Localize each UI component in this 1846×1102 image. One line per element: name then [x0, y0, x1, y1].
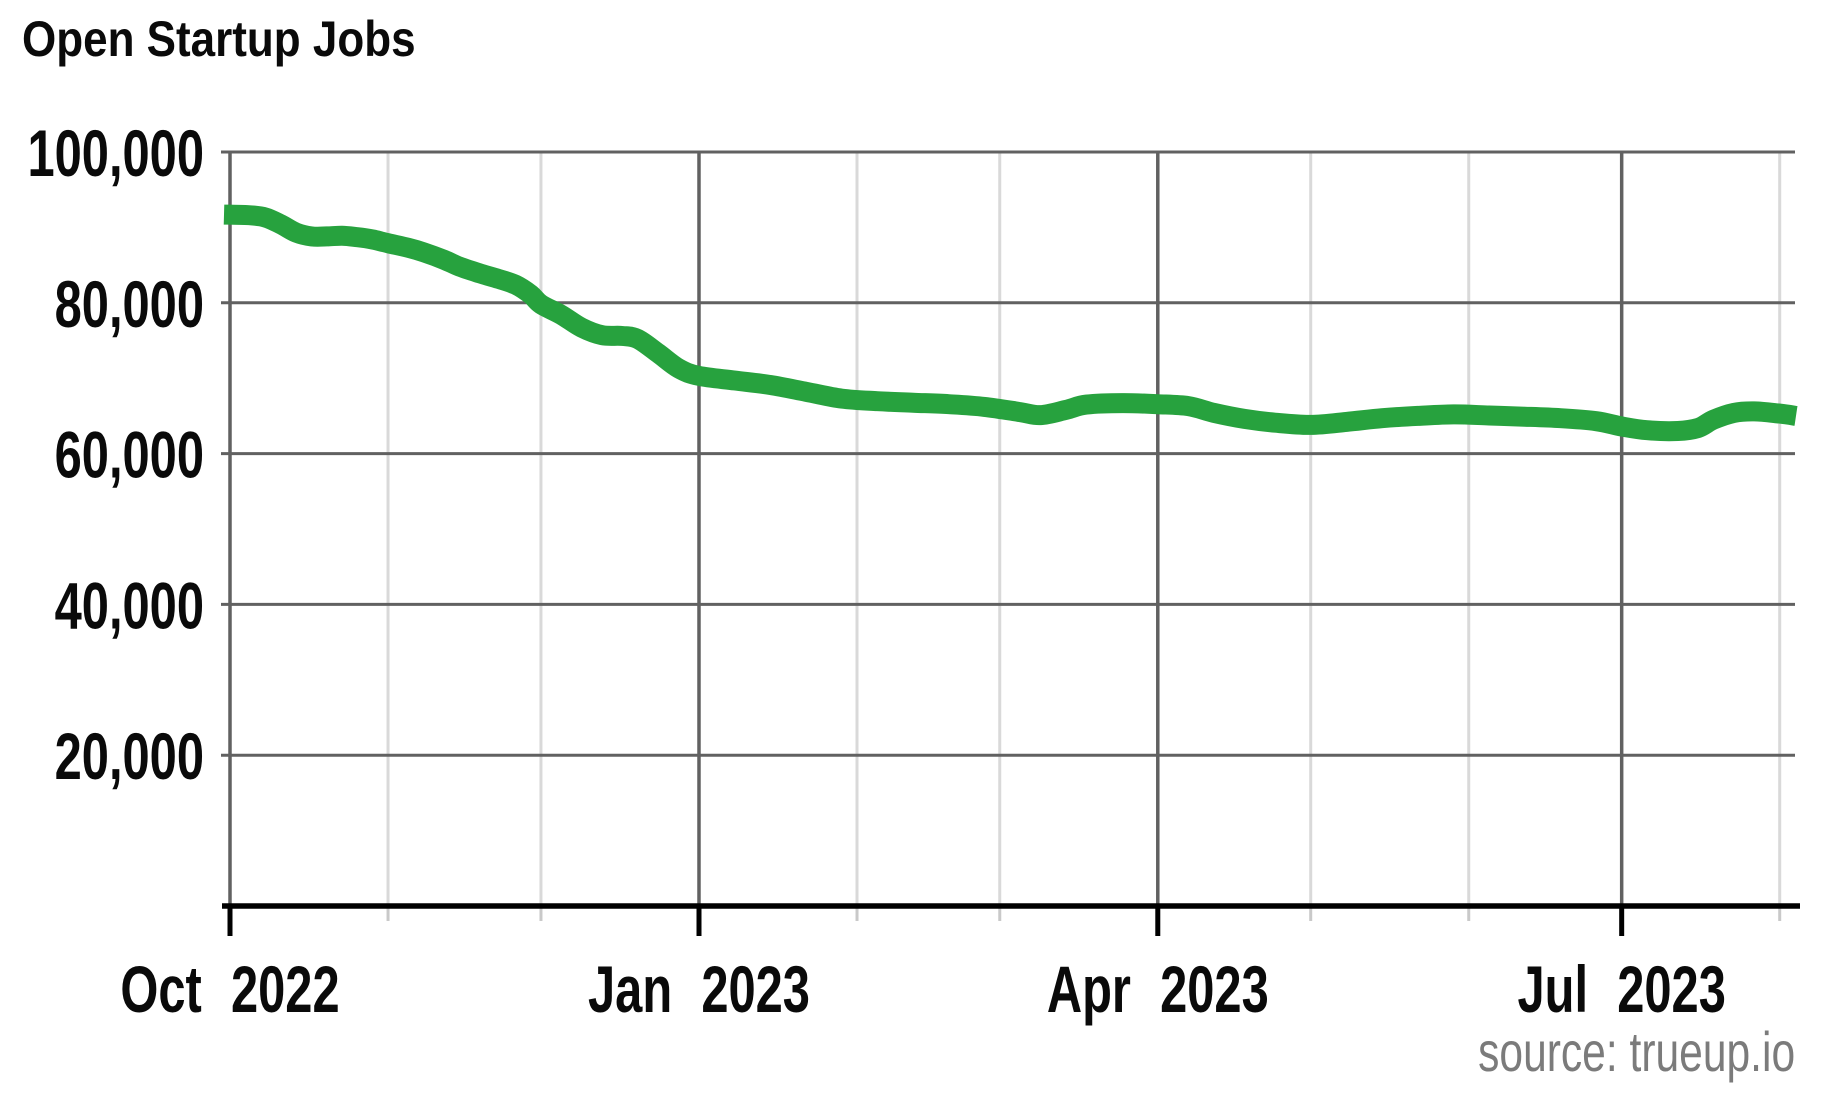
jobs-trend-line	[223, 204, 1798, 442]
x-tick-label: Jul 2023	[1517, 953, 1725, 1027]
y-tick-label: 80,000	[55, 268, 204, 342]
source-credit: source: trueup.io	[1477, 1020, 1795, 1083]
x-tick-label: Apr 2023	[1047, 953, 1269, 1027]
x-tick-label: Jan 2023	[588, 953, 810, 1027]
y-tick-label: 60,000	[55, 418, 204, 492]
y-tick-label: 20,000	[55, 720, 204, 794]
x-tick-label: Oct 2022	[120, 953, 339, 1027]
y-tick-label: 100,000	[27, 117, 204, 191]
y-tick-label: 40,000	[55, 569, 204, 643]
chart-title: Open Startup Jobs	[22, 11, 416, 67]
